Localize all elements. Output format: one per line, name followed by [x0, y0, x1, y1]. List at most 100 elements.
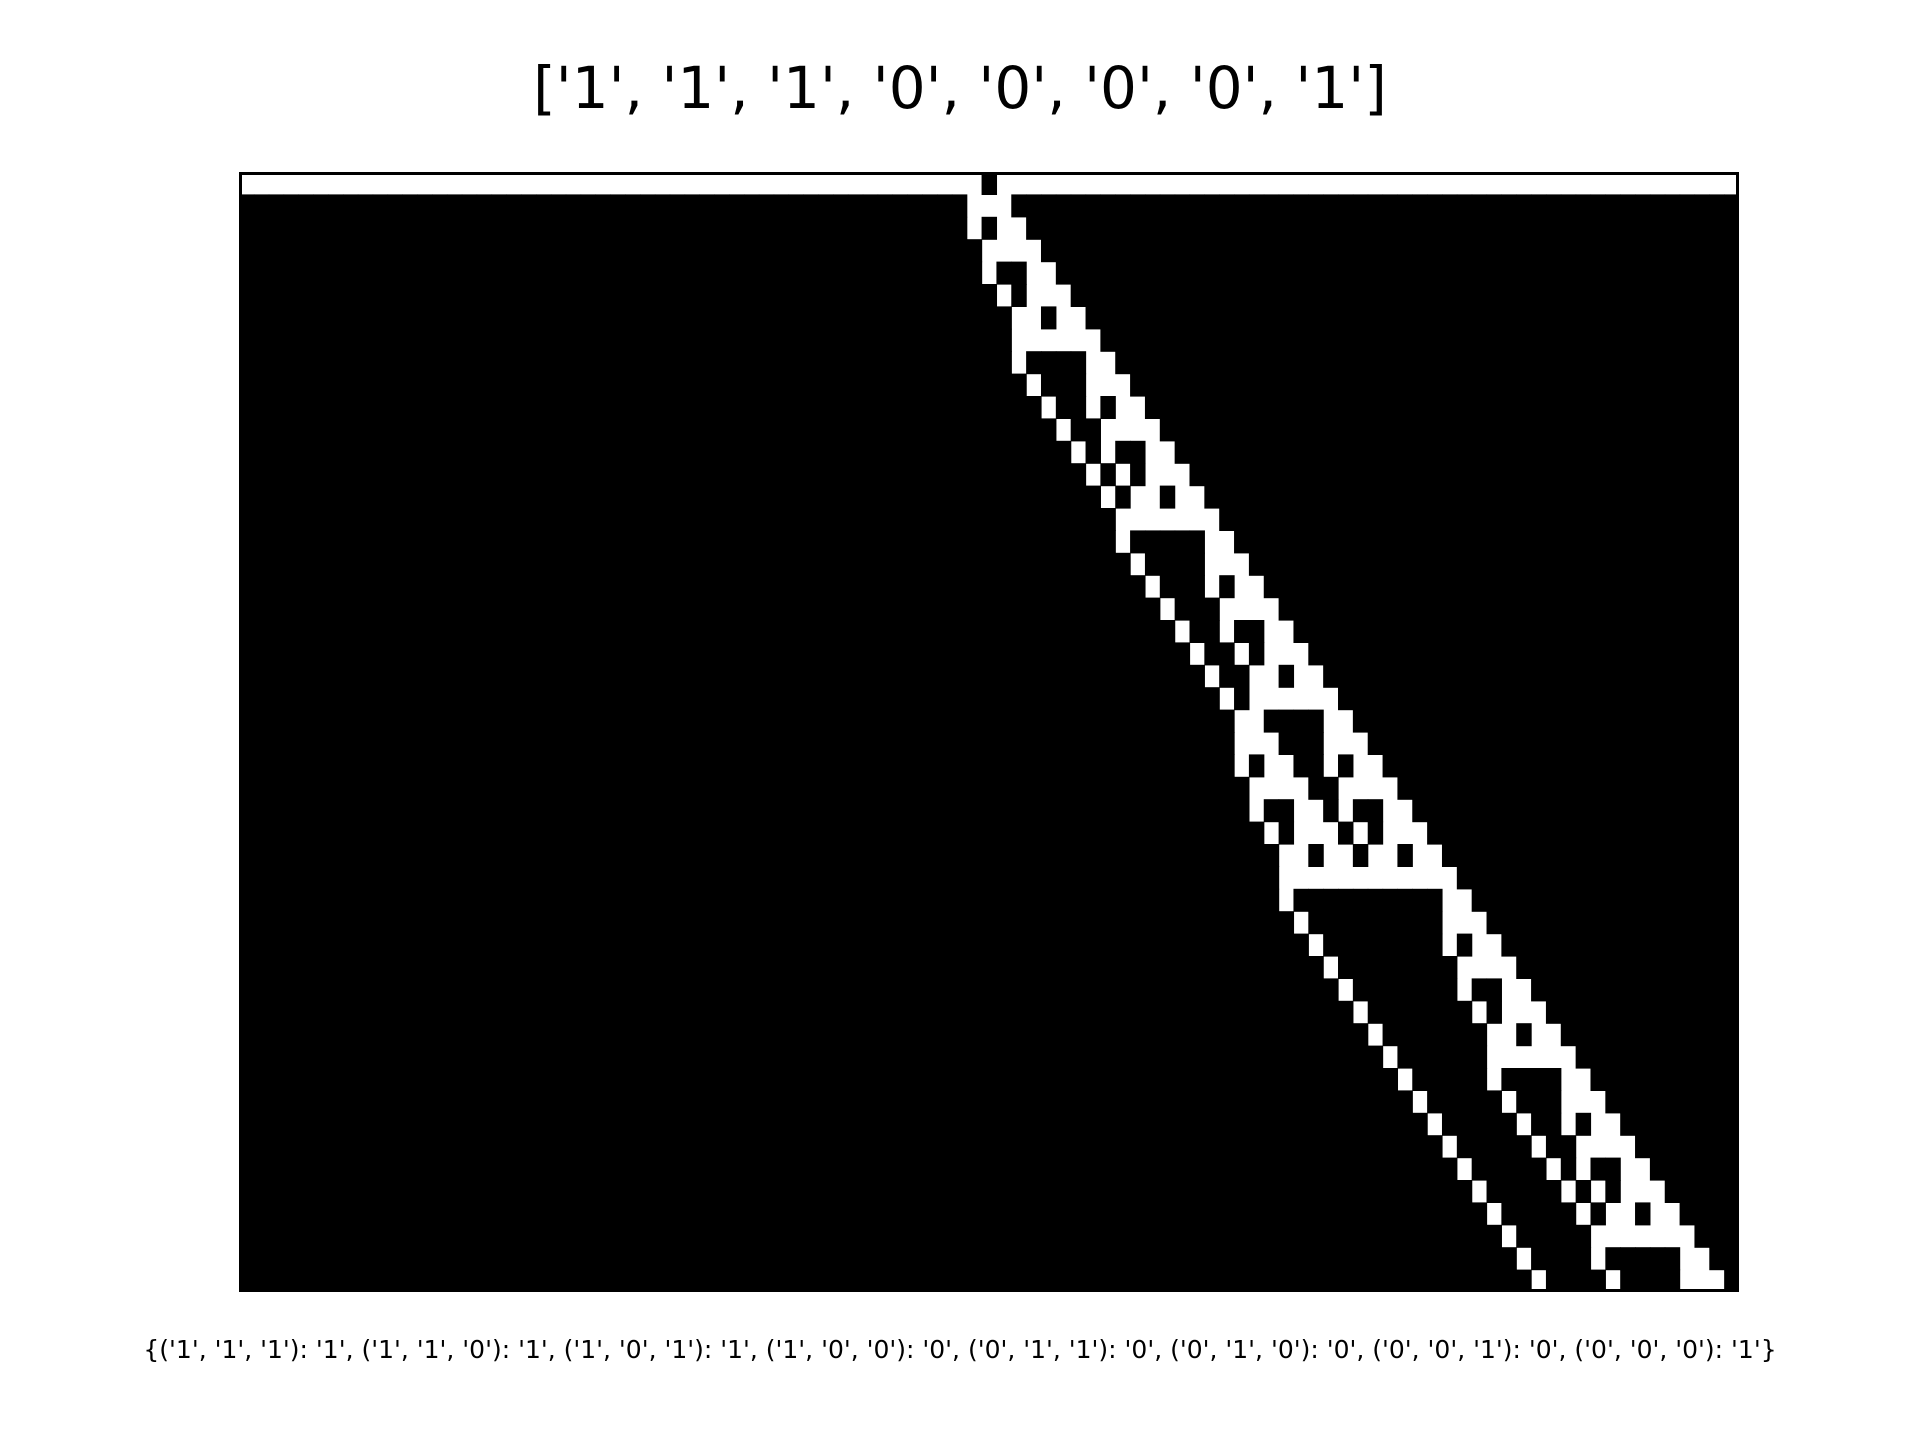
- live-cell: [922, 216, 938, 240]
- live-cell: [1070, 575, 1087, 599]
- live-cell: [788, 508, 804, 531]
- live-cell: [907, 888, 923, 912]
- live-cell: [565, 1023, 582, 1047]
- live-cell: [550, 194, 567, 218]
- live-cell: [922, 485, 938, 509]
- live-cell: [1531, 239, 1547, 263]
- live-cell: [907, 799, 923, 823]
- live-cell: [758, 709, 775, 733]
- live-cell: [1367, 1135, 1384, 1159]
- live-cell: [1501, 261, 1517, 285]
- live-cell: [461, 552, 478, 576]
- live-cell: [1189, 373, 1205, 397]
- live-cell: [714, 328, 730, 352]
- live-cell: [803, 552, 819, 576]
- live-cell: [1219, 978, 1235, 1002]
- live-cell: [1026, 1224, 1042, 1248]
- live-cell: [536, 620, 552, 643]
- live-cell: [1635, 1269, 1651, 1292]
- live-cell: [996, 463, 1012, 487]
- live-cell: [1501, 463, 1517, 487]
- live-cell: [654, 1068, 671, 1091]
- live-cell: [1219, 194, 1235, 218]
- live-cell: [639, 530, 656, 554]
- live-cell: [1130, 239, 1146, 263]
- live-cell: [1055, 1112, 1072, 1136]
- live-cell: [669, 1157, 686, 1181]
- live-cell: [1441, 1157, 1458, 1181]
- live-cell: [1248, 373, 1265, 397]
- live-cell: [981, 709, 998, 733]
- live-cell: [1427, 1068, 1443, 1091]
- live-cell: [1070, 1045, 1087, 1069]
- live-cell: [654, 732, 671, 755]
- live-cell: [1189, 844, 1205, 867]
- live-cell: [1382, 956, 1399, 979]
- live-cell: [491, 933, 507, 957]
- live-cell: [1115, 1247, 1131, 1271]
- live-cell: [758, 1135, 775, 1159]
- live-cell: [1011, 373, 1027, 397]
- live-cell: [1085, 978, 1101, 1002]
- live-cell: [268, 552, 285, 576]
- live-cell: [951, 1045, 968, 1069]
- live-cell: [491, 373, 507, 397]
- live-cell: [1352, 552, 1369, 576]
- live-cell: [550, 463, 567, 487]
- live-cell: [1605, 597, 1621, 621]
- live-cell: [357, 351, 374, 375]
- live-cell: [922, 933, 938, 957]
- live-cell: [1234, 485, 1250, 509]
- live-cell: [1011, 799, 1027, 823]
- live-cell: [1367, 351, 1384, 375]
- live-cell: [1011, 1000, 1027, 1024]
- live-cell: [610, 620, 626, 643]
- live-cell: [1115, 911, 1131, 935]
- live-cell: [1545, 1247, 1562, 1271]
- live-cell: [1115, 351, 1131, 375]
- live-cell: [1011, 956, 1027, 979]
- live-cell: [342, 1180, 359, 1203]
- live-cell: [1248, 1135, 1265, 1159]
- live-cell: [1427, 776, 1443, 800]
- live-cell: [951, 776, 968, 800]
- live-cell: [1679, 1202, 1696, 1226]
- live-cell: [342, 1045, 359, 1069]
- live-cell: [550, 978, 567, 1002]
- live-cell: [536, 1202, 552, 1226]
- live-cell: [1367, 978, 1384, 1002]
- live-cell: [1382, 1247, 1399, 1271]
- live-cell: [1635, 956, 1651, 979]
- live-cell: [372, 799, 389, 823]
- live-cell: [1382, 687, 1399, 711]
- live-cell: [1441, 956, 1458, 979]
- live-cell: [951, 1180, 968, 1203]
- live-cell: [743, 1247, 760, 1271]
- live-cell: [1278, 1247, 1295, 1271]
- live-cell: [1545, 844, 1562, 867]
- live-cell: [862, 485, 879, 509]
- live-cell: [476, 351, 493, 375]
- live-cell: [1649, 1157, 1666, 1181]
- live-cell: [1248, 933, 1265, 957]
- live-cell: [328, 1112, 344, 1136]
- live-cell: [714, 440, 730, 464]
- live-cell: [788, 530, 804, 554]
- live-cell: [268, 194, 285, 218]
- live-cell: [342, 1202, 359, 1226]
- live-cell: [1070, 1157, 1087, 1181]
- live-cell: [669, 687, 686, 711]
- live-cell: [1159, 1269, 1176, 1292]
- live-cell: [1293, 418, 1309, 442]
- live-cell: [342, 1000, 359, 1024]
- live-cell: [521, 1090, 537, 1114]
- live-cell: [372, 1247, 389, 1271]
- live-cell: [1308, 1135, 1324, 1159]
- live-cell: [1234, 194, 1250, 218]
- live-cell: [402, 597, 418, 621]
- live-cell: [907, 1045, 923, 1069]
- live-cell: [758, 754, 775, 778]
- live-cell: [1352, 597, 1369, 621]
- live-cell: [432, 642, 448, 666]
- live-cell: [788, 575, 804, 599]
